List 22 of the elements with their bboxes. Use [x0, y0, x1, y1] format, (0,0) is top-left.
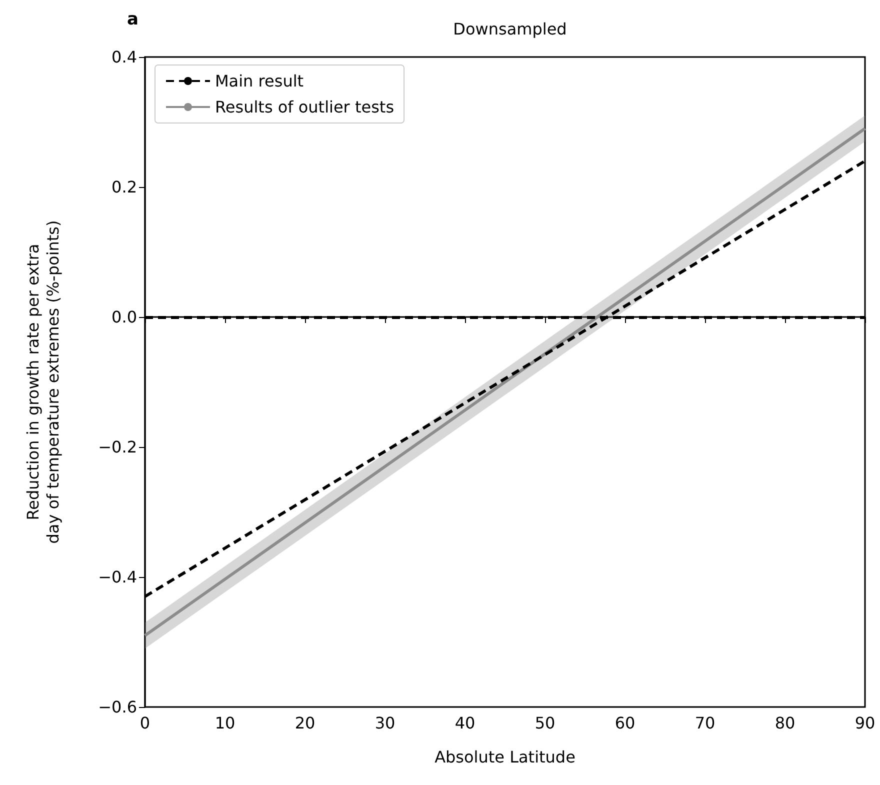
x-axis-title: Absolute Latitude [434, 748, 576, 766]
legend-label: Main result [215, 72, 304, 90]
y-tick-label: 0.4 [112, 48, 137, 66]
y-tick-label: 0.2 [112, 178, 137, 196]
x-tick-label: 0 [140, 714, 150, 732]
x-tick-label: 40 [454, 714, 476, 732]
legend-label: Results of outlier tests [215, 98, 394, 116]
x-tick-label: 70 [694, 714, 716, 732]
y-axis-title: Reduction in growth rate per extra day of temperature extremes (%-points) [24, 220, 62, 544]
text: a [127, 10, 138, 30]
x-tick-label: 60 [614, 714, 636, 732]
x-tick-label: 30 [374, 714, 396, 732]
x-tick-label: 20 [294, 714, 316, 732]
x-tick-label: 90 [854, 714, 876, 732]
y-tick-label: 0.0 [112, 308, 137, 326]
x-tick-label: 10 [214, 714, 236, 732]
x-tick-label: 50 [534, 714, 556, 732]
y-tick-label: −0.6 [98, 698, 137, 716]
y-tick-label: −0.4 [98, 568, 137, 586]
chart-title: Downsampled [453, 20, 567, 38]
y-tick-label: −0.2 [98, 438, 137, 456]
x-tick-label: 80 [774, 714, 796, 732]
